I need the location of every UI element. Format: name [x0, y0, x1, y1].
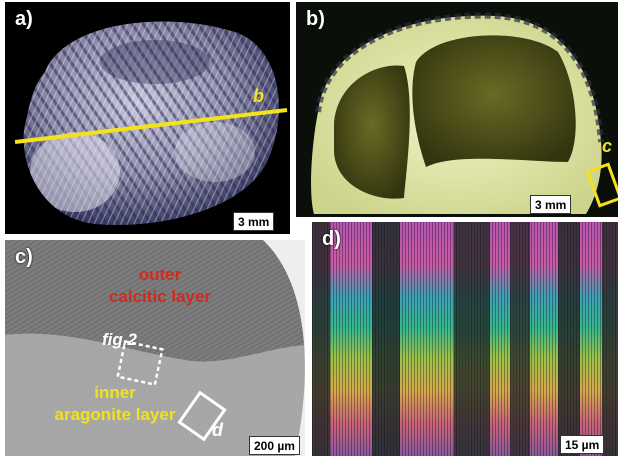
shell-image [14, 21, 288, 225]
scale-bar-a: 3 mm [233, 212, 275, 231]
scale-bar-b: 3 mm [530, 195, 572, 214]
panel-b-cross-section: b) c 3 mm [296, 2, 618, 217]
panel-c-sem-image: c) outer calcitic layer fig.2 inner arag… [5, 240, 305, 456]
cross-section-image [311, 12, 618, 214]
outer-layer-line-1: outer [138, 265, 182, 284]
panel-a-shell-photo: a) b 3 mm [5, 2, 290, 234]
scale-bar-d: 15 µm [560, 435, 605, 454]
inner-layer-line-2: aragonite layer [54, 405, 176, 424]
detail-box-c [585, 162, 618, 208]
section-line-label-b: b [253, 86, 264, 106]
panel-label-c: c) [15, 246, 33, 268]
detail-box-label-c: c [602, 136, 613, 156]
panel-label-d: d) [322, 228, 341, 250]
panel-label-a: a) [15, 8, 33, 30]
inner-layer-line-1: inner [94, 383, 136, 402]
scale-bar-label-a: 3 mm [238, 215, 270, 229]
detail-box-label-d: d [212, 420, 223, 440]
panel-d-polarized-micrograph: d) 15 µm [312, 222, 618, 456]
fig2-reference-label: fig.2 [102, 330, 137, 349]
section-line-b [14, 108, 288, 144]
scale-bar-label-d: 15 µm [565, 438, 600, 452]
panel-label-b: b) [306, 8, 325, 30]
inner-aragonite-layer-label: inner aragonite layer [35, 382, 195, 426]
sem-image [5, 240, 305, 456]
scale-bar-label-c: 200 µm [254, 439, 295, 453]
scale-bar-label-b: 3 mm [535, 198, 567, 212]
outer-layer-line-2: calcitic layer [108, 287, 212, 306]
outer-calcitic-layer-label: outer calcitic layer [100, 264, 220, 308]
micrograph-image [312, 222, 618, 456]
detail-box-d [177, 390, 227, 442]
scale-bar-c: 200 µm [249, 436, 300, 455]
